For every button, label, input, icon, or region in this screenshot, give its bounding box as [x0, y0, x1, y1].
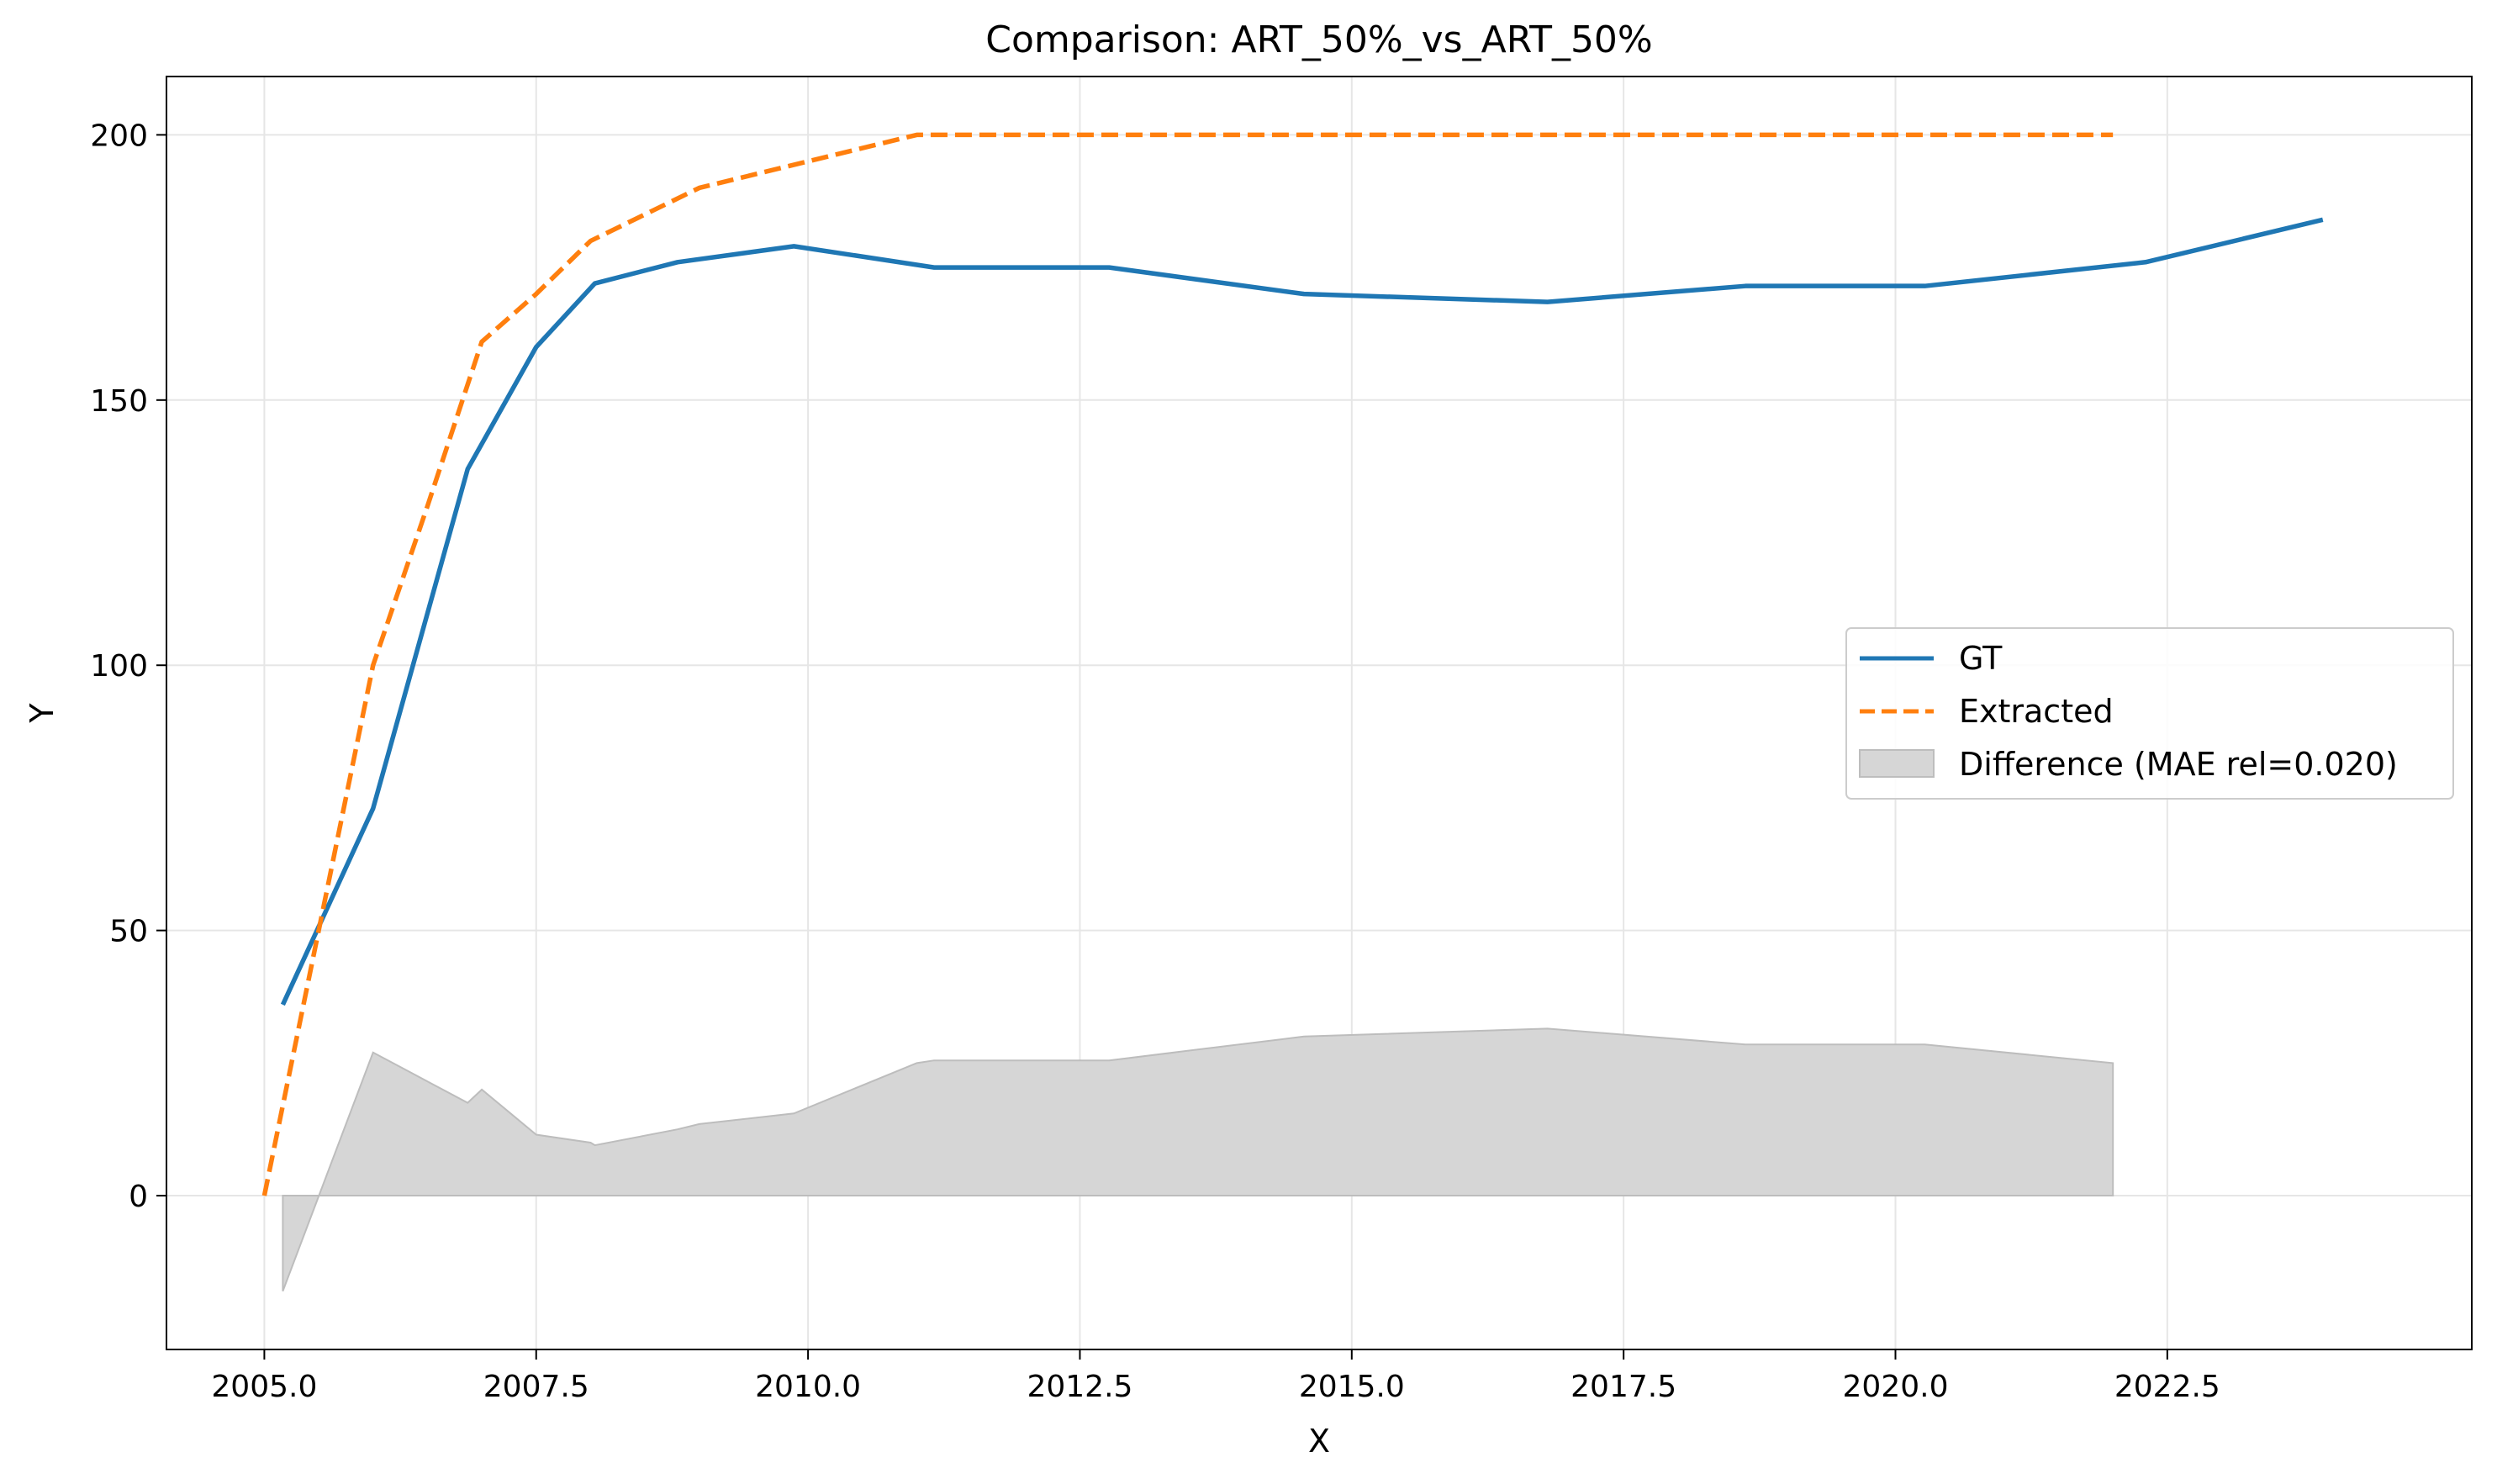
legend-gt-label: GT: [1959, 640, 2003, 677]
x-tick-label-5: 2017.5: [1571, 1370, 1676, 1404]
x-tick-label-4: 2015.0: [1299, 1370, 1405, 1404]
y-tick-label-1: 50: [109, 915, 148, 949]
chart-title: Comparison: ART_50%_vs_ART_50%: [985, 18, 1653, 61]
x-tick-label-3: 2012.5: [1027, 1370, 1132, 1404]
y-tick-label-4: 200: [90, 119, 148, 153]
legend-difference-label: Difference (MAE rel=0.020): [1959, 746, 2398, 783]
difference-area: [282, 1027, 2114, 1291]
y-axis-label: Y: [24, 703, 61, 724]
legend: GT Extracted Difference (MAE rel=0.020): [1845, 627, 2454, 800]
x-axis-label: X: [1308, 1423, 1330, 1460]
difference-area-group: [282, 1027, 2114, 1291]
y-tick-label-0: 0: [129, 1180, 148, 1214]
legend-extracted-label: Extracted: [1959, 693, 2114, 730]
x-axis-ticks: 2005.0 2007.5 2010.0 2012.5 2015.0 2017.5 2020…: [211, 1349, 2220, 1404]
y-tick-label-3: 150: [90, 384, 148, 419]
x-tick-label-2: 2010.0: [755, 1370, 861, 1404]
x-tick-label-7: 2022.5: [2114, 1370, 2220, 1404]
series-lines-group: [261, 132, 2324, 1196]
y-tick-label-2: 100: [90, 649, 148, 684]
y-axis-ticks: 0 50 100 150 200: [90, 119, 166, 1214]
plot-frame: [166, 76, 2473, 1350]
series-line-0: [280, 217, 2324, 1006]
x-tick-label-1: 2007.5: [483, 1370, 589, 1404]
series-line-1: [261, 132, 2114, 1196]
legend-difference-swatch: [1859, 749, 1935, 778]
x-tick-label-6: 2020.0: [1843, 1370, 1949, 1404]
legend-box: [1845, 627, 2454, 800]
x-tick-label-0: 2005.0: [211, 1370, 317, 1404]
